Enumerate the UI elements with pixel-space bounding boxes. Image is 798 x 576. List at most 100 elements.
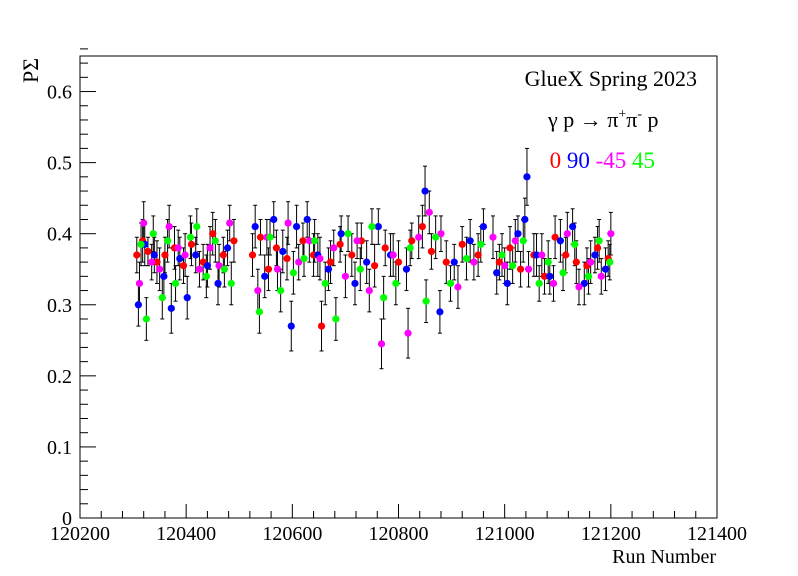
data-point [137, 240, 145, 248]
data-point [279, 247, 287, 256]
data-point [133, 251, 141, 259]
data-point [538, 251, 546, 259]
data-point [474, 251, 482, 259]
data-point [432, 233, 440, 241]
data-point [477, 240, 485, 248]
data-point [406, 244, 414, 252]
data-point [183, 294, 191, 302]
data-point [348, 251, 356, 259]
y-axis-label: PΣ [18, 58, 43, 83]
data-point [255, 308, 264, 316]
data-point [563, 230, 571, 238]
data-point [142, 315, 150, 323]
data-point [493, 269, 501, 277]
data-point [317, 322, 326, 330]
x-tick-label: 121000 [475, 523, 535, 545]
reaction-sup-minus: - [637, 107, 642, 122]
data-point [251, 222, 259, 231]
data-point [214, 279, 222, 288]
data-point [158, 294, 166, 302]
data-point [580, 279, 588, 288]
error-bars [134, 147, 613, 370]
data-point [292, 222, 301, 231]
data-point [256, 233, 265, 241]
data-point [374, 222, 382, 231]
data-point [254, 286, 262, 295]
y-tick-label: 0.6 [47, 82, 72, 104]
data-point [415, 233, 423, 241]
data-point [287, 322, 295, 330]
data-point [283, 254, 291, 263]
data-point [321, 279, 329, 288]
legend-entries: 0 90 -45 45 [550, 148, 655, 173]
data-point [261, 272, 269, 280]
data-point [389, 251, 397, 259]
data-point [226, 219, 234, 227]
data-point [330, 244, 338, 252]
data-point [209, 230, 217, 238]
data-point [559, 269, 567, 277]
data-point [462, 254, 471, 263]
data-point [562, 251, 570, 259]
data-point [422, 297, 430, 305]
data-point [289, 269, 297, 277]
data-point [377, 340, 386, 348]
y-tick-label: 0 [62, 508, 72, 530]
data-point [326, 258, 335, 266]
data-point [595, 237, 603, 245]
data-point [341, 272, 350, 280]
data-point [454, 283, 462, 291]
data-point [134, 301, 142, 309]
data-point [248, 251, 257, 259]
x-tick-label: 121400 [687, 523, 747, 545]
data-point [544, 258, 552, 266]
data-point [571, 240, 579, 248]
data-point [186, 233, 195, 241]
data-point [223, 244, 232, 252]
data-point [524, 265, 533, 273]
reaction-label: γ p → π+π- p [547, 107, 659, 132]
data-point [266, 233, 274, 241]
data-point [371, 262, 379, 270]
data-point [509, 262, 517, 270]
data-point [270, 215, 278, 224]
data-point [167, 304, 175, 312]
data-point [332, 315, 340, 323]
data-point [597, 272, 605, 280]
data-point [503, 279, 511, 288]
data-point [144, 247, 152, 256]
data-point [584, 272, 593, 280]
reaction-mid: π [626, 107, 637, 132]
data-point [489, 233, 497, 241]
data-point [402, 265, 411, 273]
data-point [179, 262, 188, 270]
data-point [353, 237, 361, 245]
data-point [601, 265, 610, 273]
x-tick-label: 120600 [262, 523, 322, 545]
data-point [316, 254, 324, 263]
data-point [351, 279, 359, 288]
data-point [344, 230, 352, 238]
data-point [163, 237, 172, 245]
data-point [156, 265, 164, 273]
data-point [150, 251, 158, 259]
data-point [365, 286, 373, 295]
data-point [466, 237, 474, 245]
data-point [551, 233, 559, 241]
data-point [532, 251, 541, 259]
data-point [272, 244, 281, 252]
data-point [458, 240, 466, 248]
data-point [535, 279, 543, 288]
data-point [211, 237, 219, 245]
data-point [591, 251, 599, 259]
data-point [368, 222, 376, 231]
data-point [181, 251, 189, 259]
data-point [273, 265, 282, 273]
data-point [556, 237, 565, 245]
data-point [277, 286, 285, 295]
data-point [495, 258, 503, 266]
data-point [546, 272, 554, 280]
experiment-label: GlueX Spring 2023 [525, 66, 697, 91]
data-point [220, 265, 228, 273]
